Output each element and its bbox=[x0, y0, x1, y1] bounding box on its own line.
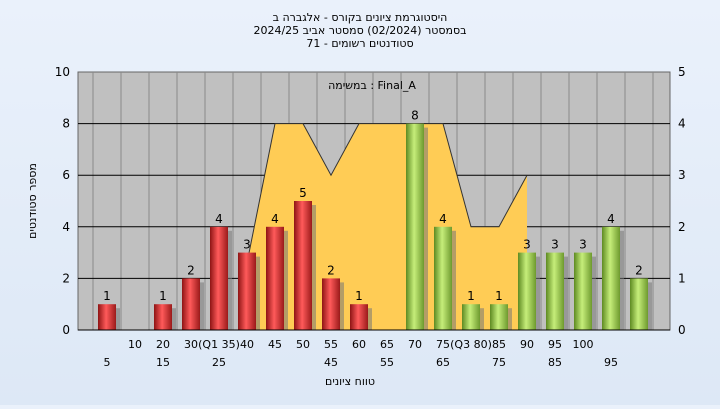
x-tick-label: 75 bbox=[492, 356, 506, 369]
bar-65 bbox=[434, 226, 452, 330]
y2-tick-label: 4 bbox=[678, 117, 686, 131]
x-tick-label: 45 bbox=[268, 338, 282, 351]
y-axis-title: מספר סטודנטים bbox=[26, 163, 39, 239]
y2-tick-label: 3 bbox=[678, 168, 686, 182]
x-tick-label: 10 bbox=[128, 338, 142, 351]
x-tick-label: (Q3 80) bbox=[450, 338, 492, 351]
bar-80 bbox=[518, 252, 536, 330]
bar-value-label: 1 bbox=[103, 289, 111, 303]
bar-value-label: 4 bbox=[607, 212, 615, 226]
bar-30 bbox=[238, 252, 256, 330]
bar-20 bbox=[182, 278, 200, 330]
bar-35 bbox=[266, 226, 284, 330]
x-tick-label: 20 bbox=[156, 338, 170, 351]
bar-5 bbox=[98, 304, 116, 330]
x-tick-label: 85 bbox=[492, 338, 506, 351]
x-tick-label: 95 bbox=[604, 356, 618, 369]
bar-90 bbox=[574, 252, 592, 330]
x-tick-label: 55 bbox=[324, 338, 338, 351]
y2-tick-label: 5 bbox=[678, 65, 686, 79]
x-tick-label: 25 bbox=[212, 356, 226, 369]
x-tick-label: 60 bbox=[352, 338, 366, 351]
bar-value-label: 2 bbox=[187, 263, 195, 277]
x-tick-label: 30 bbox=[184, 338, 198, 351]
x-tick-label: 95 bbox=[548, 338, 562, 351]
bar-value-label: 4 bbox=[215, 212, 223, 226]
bar-value-label: 1 bbox=[355, 289, 363, 303]
bar-value-label: 3 bbox=[579, 238, 587, 252]
quartile-range-outline bbox=[246, 123, 528, 264]
bar-value-label: 1 bbox=[495, 289, 503, 303]
bar-value-label: 3 bbox=[243, 238, 251, 252]
x-tick-label: 40 bbox=[240, 338, 254, 351]
y2-tick-label: 2 bbox=[678, 220, 686, 234]
bar-100 bbox=[630, 278, 648, 330]
chart-title-line-2: בסמסטר (02/2024) סמסטר אביב 2024/25 bbox=[253, 24, 466, 37]
x-tick-label: (Q1 35) bbox=[198, 338, 240, 351]
x-tick-label: 90 bbox=[520, 338, 534, 351]
bar-value-label: 3 bbox=[551, 238, 559, 252]
y-tick-label: 0 bbox=[62, 323, 70, 337]
chart-title-line-1: היסטוגרמת ציונים בקורס - אלגברה ב bbox=[273, 11, 448, 24]
y2-tick-label: 1 bbox=[678, 271, 686, 285]
bar-value-label: 2 bbox=[635, 263, 643, 277]
bar-value-label: 1 bbox=[467, 289, 475, 303]
bar-value-label: 2 bbox=[327, 263, 335, 277]
bar-85 bbox=[546, 252, 564, 330]
bar-70 bbox=[462, 304, 480, 330]
bar-75 bbox=[490, 304, 508, 330]
y-tick-label: 4 bbox=[62, 220, 70, 234]
x-tick-label: 5 bbox=[104, 356, 111, 369]
y2-tick-label: 0 bbox=[678, 323, 686, 337]
bar-value-label: 3 bbox=[523, 238, 531, 252]
x-tick-label: 100 bbox=[573, 338, 594, 351]
x-tick-label: 55 bbox=[380, 356, 394, 369]
bar-value-label: 5 bbox=[299, 186, 307, 200]
bar-value-label: 1 bbox=[159, 289, 167, 303]
quartile-area-layer bbox=[246, 123, 528, 330]
bar-45 bbox=[322, 278, 340, 330]
quartile-range-area bbox=[247, 123, 527, 330]
bar-value-label: 4 bbox=[271, 212, 279, 226]
y-tick-label: 6 bbox=[62, 168, 70, 182]
x-tick-label: 75 bbox=[436, 338, 450, 351]
bar-95 bbox=[602, 226, 620, 330]
x-tick-label: 85 bbox=[548, 356, 562, 369]
bar-40 bbox=[294, 201, 312, 330]
bars-layer: 1 1 2 4 3 4 5 2 1 8 4 1 1 3 3 3 4 2 bbox=[98, 109, 652, 330]
bar-value-label: 4 bbox=[439, 212, 447, 226]
legend-label: במשימה : Final_A bbox=[328, 79, 416, 92]
y-tick-label: 10 bbox=[55, 65, 70, 79]
bar-60 bbox=[406, 123, 424, 330]
chart-title-line-3: סטודנטים רשומים - 71 bbox=[306, 37, 413, 50]
x-tick-label: 65 bbox=[436, 356, 450, 369]
x-tick-label: 45 bbox=[324, 356, 338, 369]
x-tick-label: 70 bbox=[408, 338, 422, 351]
bar-value-label: 8 bbox=[411, 109, 419, 123]
y-tick-label: 8 bbox=[62, 117, 70, 131]
x-tick-label: 15 bbox=[156, 356, 170, 369]
bar-25 bbox=[210, 226, 228, 330]
x-tick-label: 65 bbox=[380, 338, 394, 351]
x-axis-title: טווח ציונים bbox=[325, 375, 375, 388]
bar-50 bbox=[350, 304, 368, 330]
y-tick-label: 2 bbox=[62, 271, 70, 285]
bar-15 bbox=[154, 304, 172, 330]
x-tick-label: 50 bbox=[296, 338, 310, 351]
